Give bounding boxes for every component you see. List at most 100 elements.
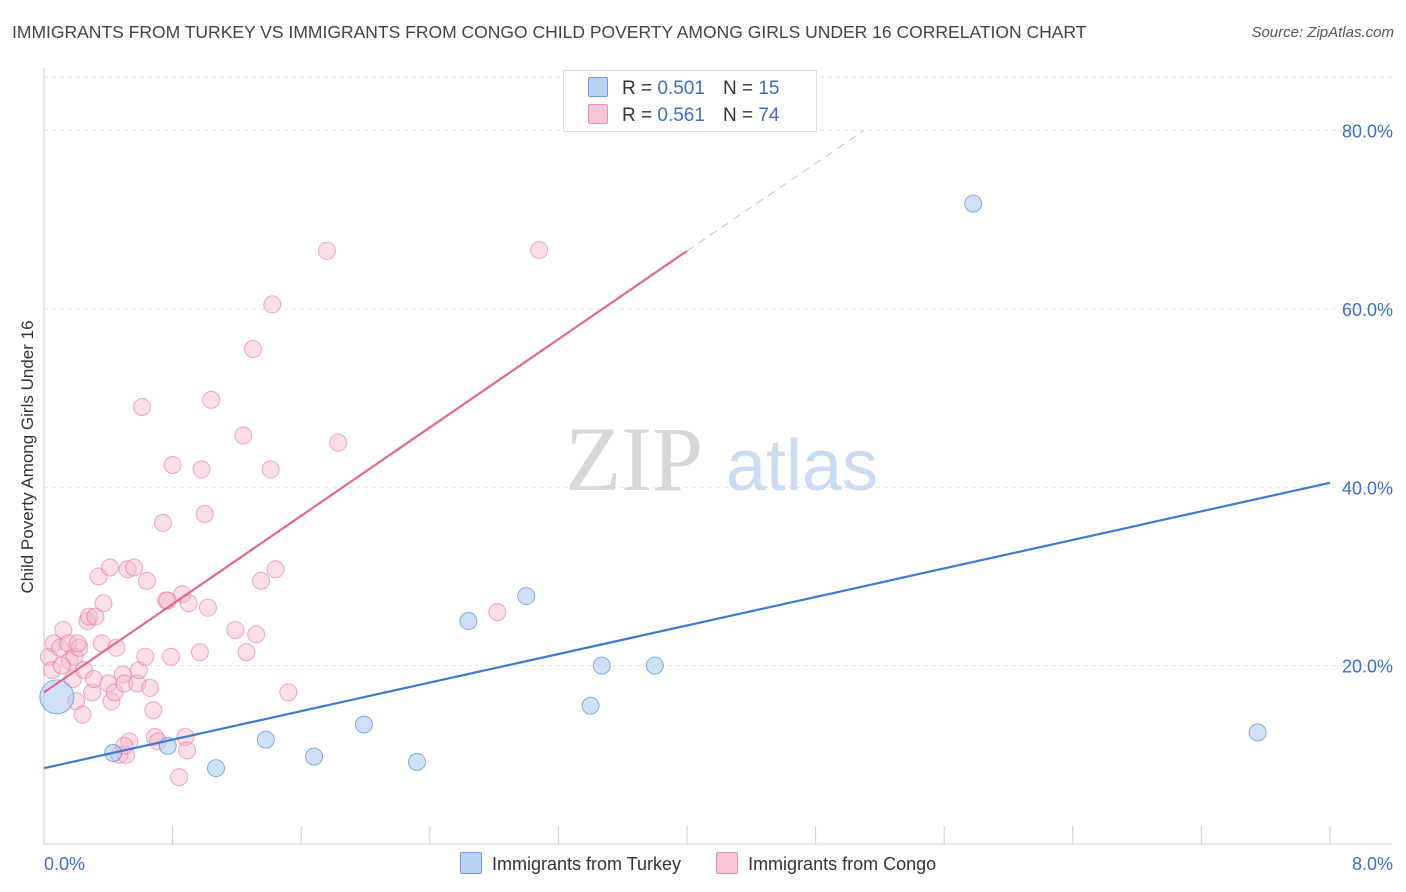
watermark: ZIP atlas bbox=[565, 408, 878, 510]
watermark-atlas: atlas bbox=[726, 426, 878, 506]
congo-point-46 bbox=[163, 455, 182, 474]
congo-point-63 bbox=[261, 460, 280, 479]
n-value-turkey: 15 bbox=[758, 78, 780, 99]
legend-row-turkey: R = 0.501 N = 15 bbox=[588, 77, 779, 99]
n-label-turkey: N = bbox=[722, 78, 754, 99]
congo-point-67 bbox=[317, 241, 336, 260]
y-tick-label-40: 40.0% bbox=[1342, 478, 1393, 498]
y-tick-label-20: 20.0% bbox=[1342, 657, 1393, 677]
congo-point-66 bbox=[279, 683, 298, 702]
series-legend: Immigrants from Turkey Immigrants from C… bbox=[460, 852, 966, 875]
congo-point-36 bbox=[136, 647, 155, 666]
congo-point-20 bbox=[94, 594, 113, 613]
congo-point-16 bbox=[84, 670, 103, 689]
congo-point-30 bbox=[118, 560, 137, 579]
r-value-congo: 0.561 bbox=[657, 105, 705, 126]
tick-labels: 20.0% 40.0% 60.0% 80.0% 0.0% 8.0% bbox=[44, 122, 1393, 874]
congo-swatch bbox=[588, 104, 608, 124]
congo-point-21 bbox=[99, 674, 118, 693]
turkey-trend-line bbox=[43, 481, 1331, 770]
congo-trend-extension bbox=[686, 130, 865, 252]
congo-point-55 bbox=[198, 598, 217, 617]
n-value-congo: 74 bbox=[758, 105, 780, 126]
turkey-legend-label: Immigrants from Turkey bbox=[492, 854, 682, 874]
legend-row-congo: R = 0.561 N = 74 bbox=[588, 104, 779, 126]
turkey-point-3 bbox=[207, 759, 226, 778]
congo-point-53 bbox=[192, 460, 211, 479]
turkey-swatch bbox=[588, 77, 608, 97]
chart-title: IMMIGRANTS FROM TURKEY VS IMMIGRANTS FRO… bbox=[12, 22, 1087, 42]
r-label-congo: R = bbox=[622, 105, 653, 126]
congo-point-14 bbox=[80, 607, 99, 626]
chart-source: Source: ZipAtlas.com bbox=[1251, 24, 1394, 41]
turkey-point-6 bbox=[354, 715, 373, 734]
congo-point-8 bbox=[65, 647, 84, 666]
congo-point-38 bbox=[141, 678, 160, 697]
congo-point-4 bbox=[54, 620, 73, 639]
y-tick-label-60: 60.0% bbox=[1342, 300, 1393, 320]
congo-point-39 bbox=[144, 701, 163, 720]
congo-point-17 bbox=[86, 607, 105, 626]
x-tick-label-min: 0.0% bbox=[44, 854, 85, 874]
congo-point-47 bbox=[170, 768, 189, 787]
turkey-point-0 bbox=[39, 679, 75, 715]
congo-trend-line bbox=[43, 250, 688, 694]
turkey-point-9 bbox=[517, 587, 536, 606]
congo-points bbox=[39, 241, 549, 787]
correlation-legend: R = 0.501 N = 15 R = 0.561 N = 74 bbox=[563, 70, 817, 132]
congo-point-35 bbox=[133, 397, 152, 416]
x-tick-label-max: 8.0% bbox=[1352, 854, 1393, 874]
congo-point-32 bbox=[125, 558, 144, 577]
congo-point-28 bbox=[115, 674, 134, 693]
congo-point-71 bbox=[52, 656, 71, 675]
congo-point-61 bbox=[247, 625, 266, 644]
congo-point-50 bbox=[178, 741, 197, 760]
turkey-legend-swatch bbox=[460, 852, 482, 874]
turkey-point-4 bbox=[256, 730, 275, 749]
legend-item-turkey: Immigrants from Turkey bbox=[460, 852, 681, 875]
turkey-point-11 bbox=[592, 656, 611, 675]
turkey-point-8 bbox=[459, 612, 478, 631]
legend-item-congo: Immigrants from Congo bbox=[716, 852, 936, 875]
congo-point-62 bbox=[252, 571, 271, 590]
congo-point-59 bbox=[237, 643, 256, 662]
turkey-point-13 bbox=[964, 194, 983, 213]
congo-legend-swatch bbox=[716, 852, 739, 874]
congo-point-64 bbox=[263, 295, 282, 314]
turkey-point-12 bbox=[645, 656, 664, 675]
congo-point-68 bbox=[329, 433, 348, 452]
congo-point-48 bbox=[173, 585, 192, 604]
congo-legend-label: Immigrants from Congo bbox=[748, 854, 937, 874]
congo-point-60 bbox=[243, 340, 262, 359]
congo-point-15 bbox=[83, 683, 102, 702]
congo-point-37 bbox=[137, 571, 156, 590]
r-value-turkey: 0.501 bbox=[657, 78, 705, 99]
congo-point-45 bbox=[161, 647, 180, 666]
congo-point-65 bbox=[266, 560, 285, 579]
congo-point-56 bbox=[202, 390, 221, 409]
turkey-point-10 bbox=[581, 696, 600, 715]
congo-point-52 bbox=[190, 643, 209, 662]
congo-point-54 bbox=[195, 505, 214, 524]
congo-point-1 bbox=[43, 661, 62, 680]
congo-point-72 bbox=[68, 634, 87, 653]
congo-point-51 bbox=[179, 594, 198, 613]
watermark-zip: ZIP bbox=[565, 408, 703, 510]
turkey-points bbox=[39, 194, 1267, 778]
congo-point-69 bbox=[488, 603, 507, 622]
congo-point-57 bbox=[226, 620, 245, 639]
n-label-congo: N = bbox=[722, 105, 754, 126]
gridlines bbox=[44, 76, 1392, 667]
congo-point-70 bbox=[530, 241, 549, 260]
congo-point-22 bbox=[100, 558, 119, 577]
turkey-point-7 bbox=[407, 752, 426, 771]
congo-point-42 bbox=[153, 513, 172, 532]
axes bbox=[43, 68, 1392, 845]
r-label-turkey: R = bbox=[622, 78, 653, 99]
congo-point-58 bbox=[234, 426, 253, 445]
trend-lines bbox=[43, 130, 1331, 770]
y-tick-label-80: 80.0% bbox=[1342, 122, 1393, 142]
congo-point-11 bbox=[73, 705, 92, 724]
turkey-point-5 bbox=[305, 747, 324, 766]
